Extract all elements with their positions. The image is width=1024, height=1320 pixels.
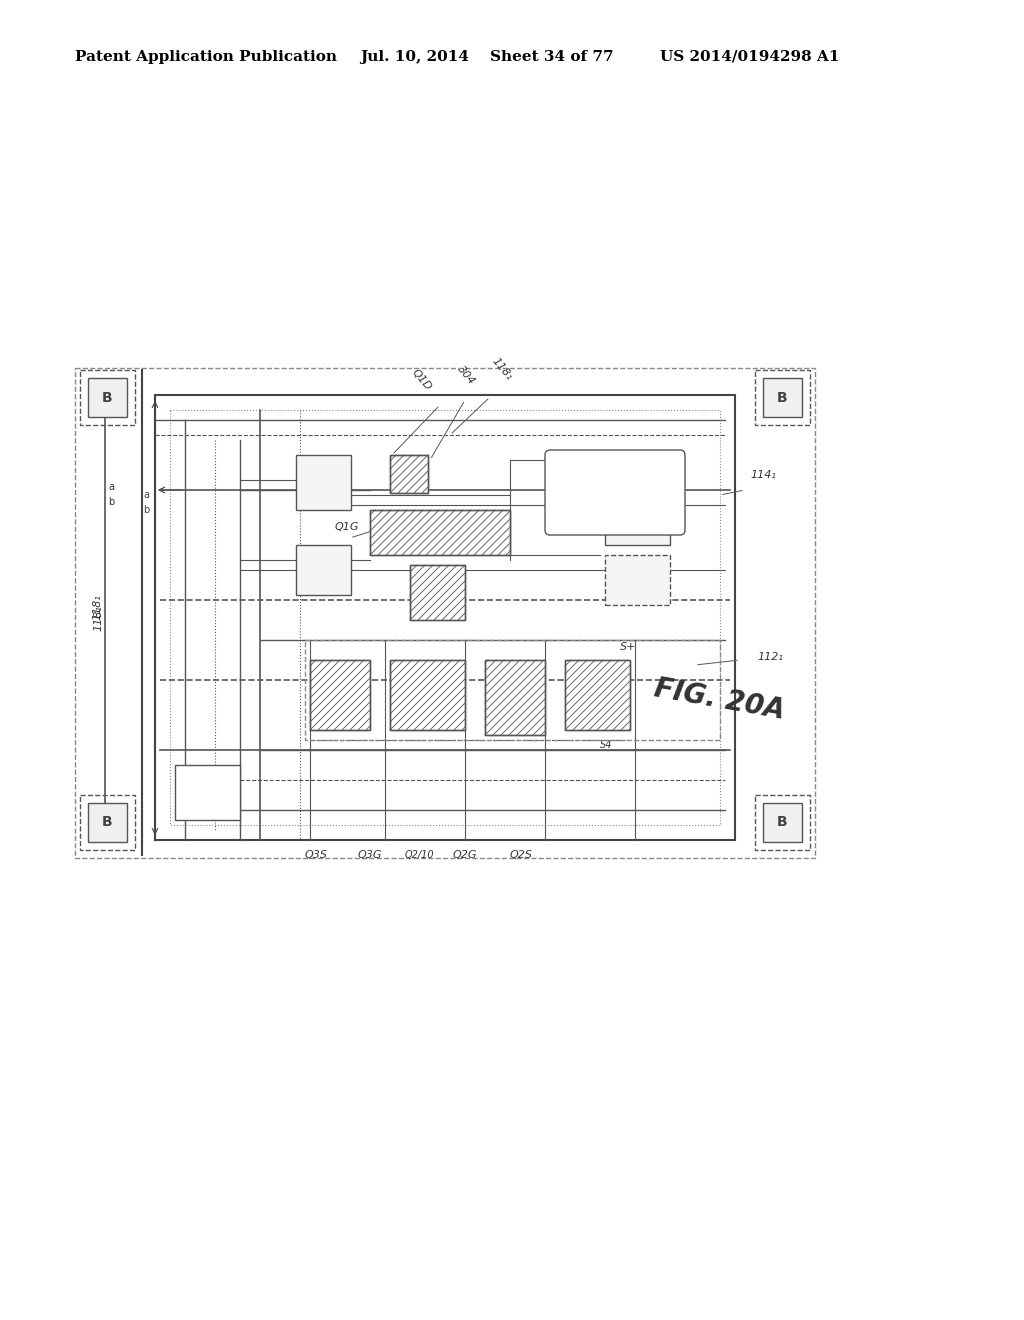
Text: pSEL: pSEL [195,781,219,792]
Bar [565,660,630,730]
Polygon shape [763,803,802,842]
Text: S+: S+ [620,642,637,652]
Text: Q3S: Q3S [305,850,328,861]
Bar [175,766,240,820]
Bar [605,554,670,605]
Bar [390,660,465,730]
Text: B: B [102,391,113,404]
Bar [410,565,465,620]
Bar [296,545,351,595]
Text: B: B [777,816,787,829]
Text: Q2S: Q2S [510,850,534,861]
Text: a: a [108,482,114,492]
Polygon shape [88,378,127,417]
Text: 114₁: 114₁ [750,470,776,480]
Bar [485,660,545,735]
Bar [410,565,465,620]
Text: 118₁: 118₁ [92,594,102,620]
Polygon shape [763,378,802,417]
Text: US 2014/0194298 A1: US 2014/0194298 A1 [660,50,840,63]
Bar [485,660,545,735]
Text: B: B [102,816,113,829]
Text: Q1D: Q1D [410,367,433,392]
Text: a: a [143,490,150,500]
Text: Q2G: Q2G [453,850,477,861]
Text: b: b [143,506,150,515]
FancyBboxPatch shape [545,450,685,535]
Text: 112₁: 112₁ [757,652,783,663]
Bar [296,455,351,510]
Bar [310,660,370,730]
Text: Jul. 10, 2014: Jul. 10, 2014 [360,50,469,63]
Polygon shape [88,803,127,842]
Text: Patent Application Publication: Patent Application Publication [75,50,337,63]
Text: Sheet 34 of 77: Sheet 34 of 77 [490,50,613,63]
Text: 118₁: 118₁ [93,605,103,631]
Text: B: B [777,391,787,404]
Bar [390,660,465,730]
Bar [390,455,428,492]
Text: FIG. 20A: FIG. 20A [652,675,787,725]
Text: Q1G: Q1G [335,521,359,532]
Bar [370,510,510,554]
Bar [390,455,428,492]
Bar [605,490,670,545]
Bar [370,510,510,554]
Text: Q3G: Q3G [358,850,383,861]
Text: Q2/10: Q2/10 [406,850,434,861]
Bar [565,660,630,730]
Text: D+: D+ [620,492,638,502]
Text: S4: S4 [600,741,612,750]
Bar [310,660,370,730]
Text: Q1S: Q1S [420,577,443,587]
Text: 304: 304 [455,364,476,387]
Text: 118₁: 118₁ [490,356,514,381]
Text: b: b [108,498,115,507]
